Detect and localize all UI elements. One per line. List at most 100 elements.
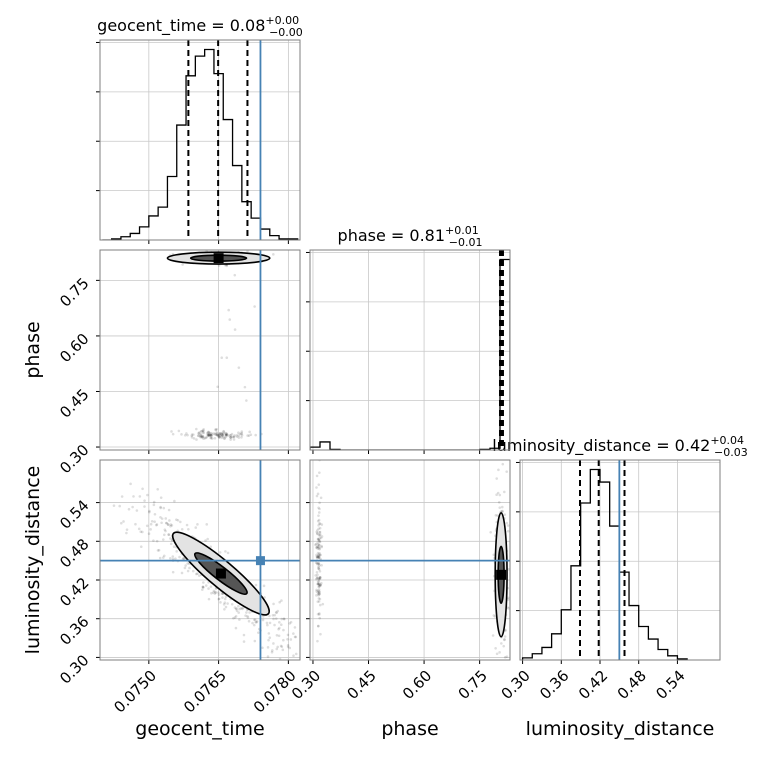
sample-point <box>219 431 222 435</box>
sample-point <box>317 556 320 559</box>
title-luminosity-distance-minus: −0.03 <box>714 446 748 459</box>
sample-point <box>167 533 171 537</box>
sample-point <box>320 581 323 585</box>
sample-point <box>149 528 152 531</box>
sample-point <box>318 522 322 526</box>
sample-point <box>318 575 322 579</box>
sample-point <box>195 427 198 431</box>
sample-point <box>224 433 228 437</box>
histogram-geocent-time <box>102 48 299 240</box>
sample-point <box>265 621 269 625</box>
sample-point <box>218 433 221 436</box>
sample-point <box>505 655 509 658</box>
sample-point <box>318 534 322 537</box>
sample-point <box>317 543 321 547</box>
sample-point <box>217 593 221 596</box>
sample-point <box>234 626 238 630</box>
sample-point <box>203 436 207 440</box>
sample-point <box>315 690 318 693</box>
sample-point <box>286 645 290 649</box>
sample-point <box>278 657 282 660</box>
tick-label-luminosity-distance: 0.30 <box>56 651 92 687</box>
sample-point <box>502 644 506 648</box>
sample-point <box>119 521 123 525</box>
sample-point <box>317 546 321 549</box>
sample-point <box>213 590 217 594</box>
sample-point <box>317 600 321 603</box>
sample-point <box>317 544 321 547</box>
sample-point <box>209 545 213 548</box>
sample-point <box>210 434 213 437</box>
sample-point <box>226 602 229 605</box>
sample-point <box>223 436 227 440</box>
density-peak-marker <box>496 569 507 580</box>
sample-point <box>317 576 320 580</box>
sample-point <box>317 555 321 558</box>
sample-point <box>232 438 236 441</box>
panel-content <box>100 460 318 695</box>
sample-point <box>157 548 161 552</box>
sample-point <box>214 433 218 436</box>
sample-point <box>278 626 281 630</box>
sample-point <box>229 435 232 439</box>
title-luminosity-distance-plus: +0.04 <box>710 434 744 447</box>
sample-point <box>208 434 211 437</box>
sample-point <box>234 614 238 618</box>
sample-point <box>319 583 322 587</box>
panel-hist-geocent-time <box>96 39 301 244</box>
title-phase: phase = 0.81+0.01 −0.01 <box>338 224 483 249</box>
sample-point <box>159 506 162 510</box>
sample-point <box>314 574 317 577</box>
sample-point <box>222 432 225 435</box>
sample-point <box>214 428 218 432</box>
xlabel-luminosity-distance: luminosity_distance <box>526 718 715 740</box>
sample-point <box>493 615 497 618</box>
sample-point <box>204 584 208 587</box>
sample-point <box>222 435 225 439</box>
sample-point <box>317 567 320 571</box>
sample-point <box>153 512 157 516</box>
sample-point <box>316 519 320 523</box>
sample-point <box>235 607 238 610</box>
sample-point <box>312 692 315 695</box>
sample-point <box>510 625 513 628</box>
sample-point <box>180 527 184 531</box>
sample-point <box>201 588 204 591</box>
sample-point <box>489 530 492 534</box>
sample-point <box>183 434 187 437</box>
sample-point <box>318 616 322 620</box>
tick-label-luminosity-distance: 0.42 <box>575 667 611 703</box>
sample-point <box>273 613 277 617</box>
tick-label-phase: 0.60 <box>56 330 92 366</box>
sample-point <box>267 638 270 642</box>
sample-point <box>232 616 235 620</box>
sample-point <box>209 436 213 440</box>
sample-point <box>498 651 501 654</box>
sample-point <box>288 622 292 625</box>
sample-point <box>201 429 205 432</box>
sample-point <box>278 600 282 604</box>
sample-point <box>220 434 223 438</box>
sample-point <box>218 435 222 439</box>
tick-label-phase: 0.75 <box>455 667 491 703</box>
sample-point <box>217 435 221 438</box>
sample-point <box>206 433 210 437</box>
sample-point <box>318 603 322 607</box>
sample-point <box>200 429 204 433</box>
sample-point <box>316 545 320 548</box>
sample-point <box>319 536 323 540</box>
tick-label-luminosity-distance: 0.36 <box>536 667 572 703</box>
panel-content <box>166 250 275 450</box>
sample-point <box>317 511 321 514</box>
sample-point <box>155 523 158 527</box>
sample-point <box>201 435 205 438</box>
panel-hist-luminosity-distance: 0.30 0.36 0.42 0.48 0.54 <box>498 459 721 703</box>
sample-point <box>318 547 321 551</box>
sample-point <box>272 602 275 606</box>
sample-point <box>194 526 198 529</box>
sample-point <box>188 566 191 570</box>
sample-point <box>266 623 269 627</box>
panel-frame <box>99 249 301 451</box>
sample-point <box>206 432 210 436</box>
sample-point <box>159 496 163 499</box>
